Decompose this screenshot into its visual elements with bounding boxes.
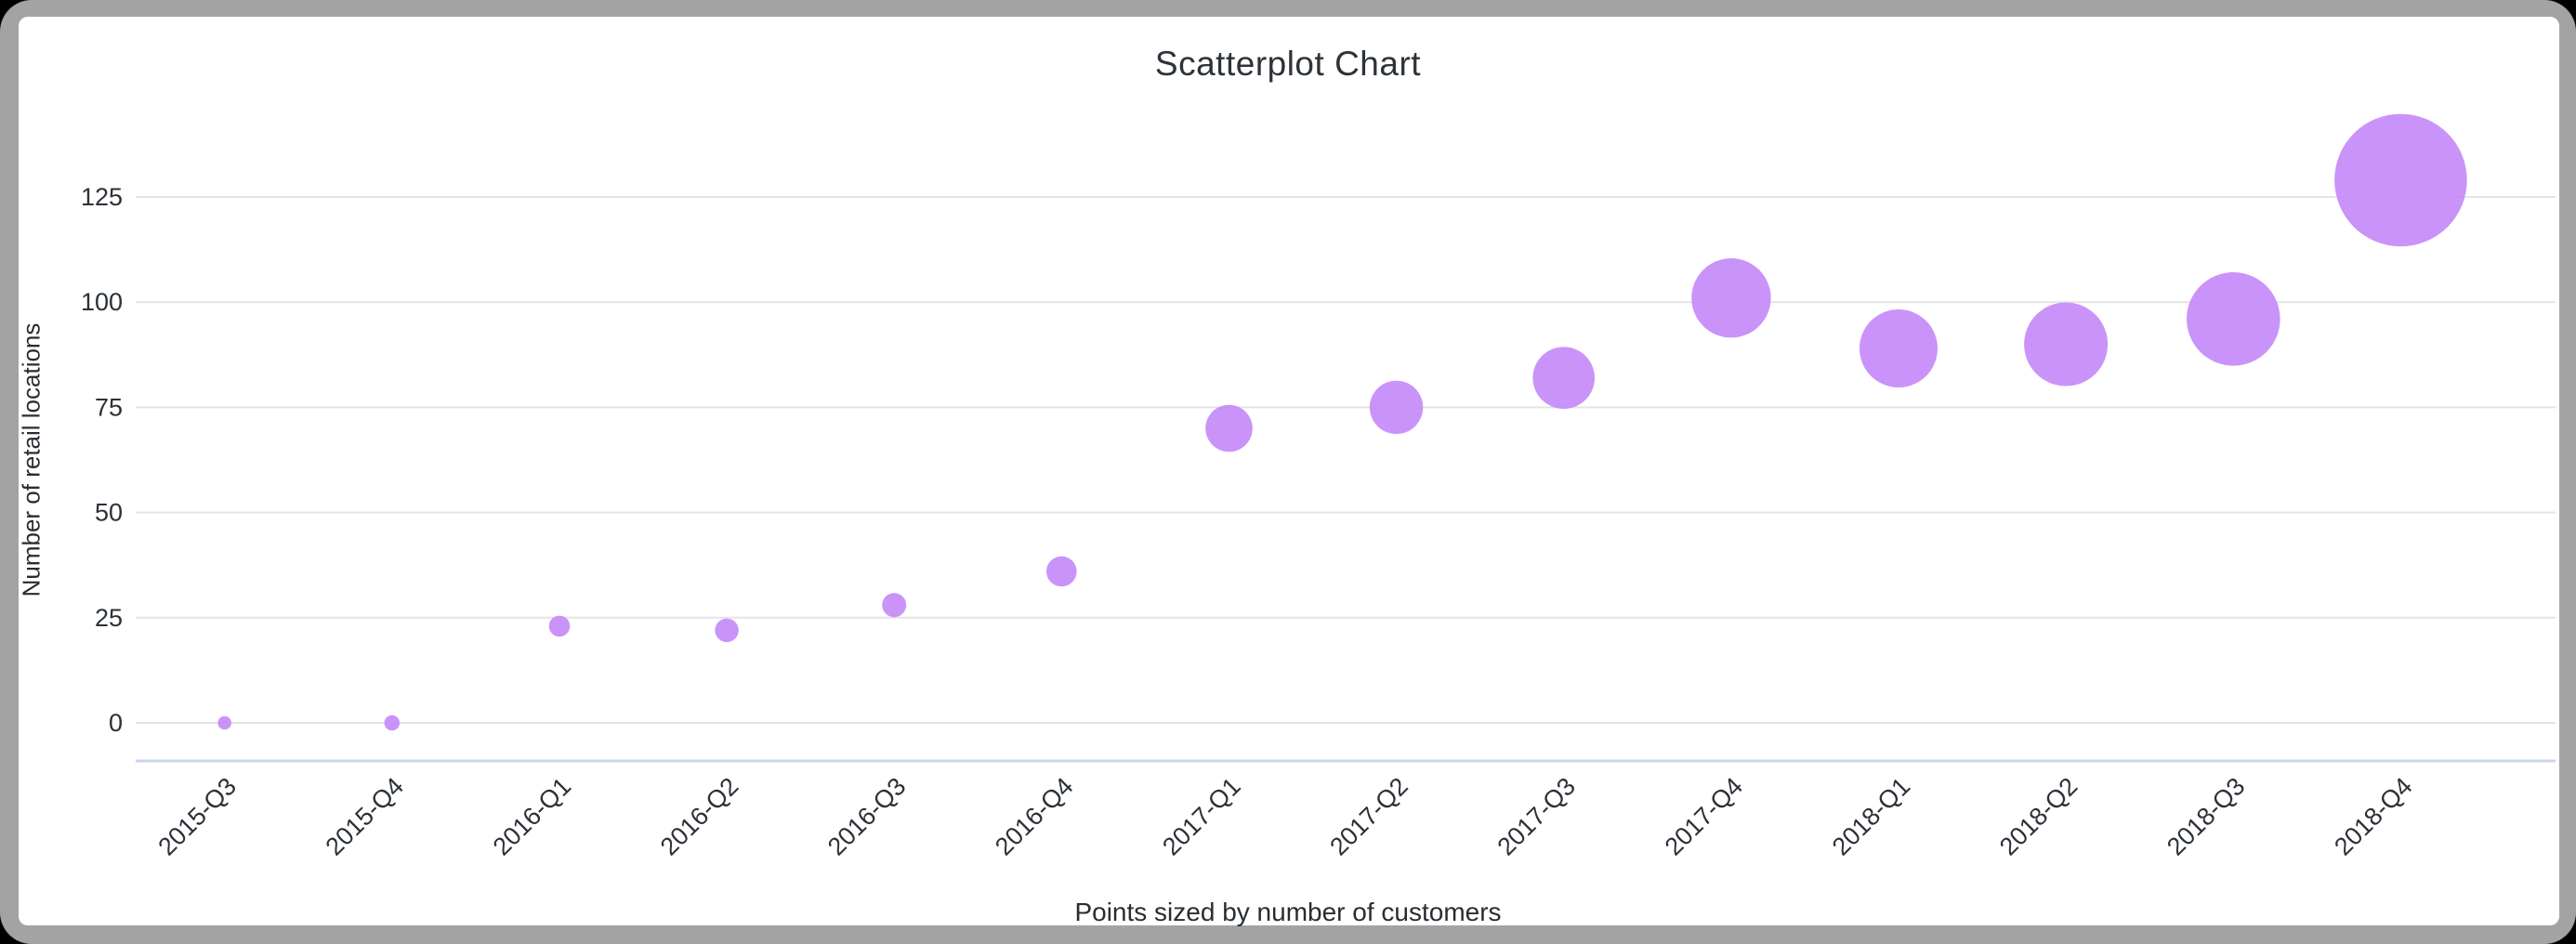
scatter-point[interactable] xyxy=(715,618,739,643)
chart-title: Scatterplot Chart xyxy=(1154,45,1422,83)
x-tick-label: 2015-Q4 xyxy=(321,772,410,861)
x-tick-label: 2017-Q3 xyxy=(1492,772,1581,861)
x-tick-label: 2016-Q2 xyxy=(655,772,744,861)
x-tick-label: 2017-Q4 xyxy=(1660,772,1749,861)
scatter-point[interactable] xyxy=(1532,347,1595,410)
x-tick-label: 2018-Q4 xyxy=(2329,772,2418,861)
scatter-point[interactable] xyxy=(1205,404,1253,452)
y-tick-label: 125 xyxy=(81,183,123,211)
x-tick-label: 2018-Q1 xyxy=(1827,772,1916,861)
y-tick-label: 25 xyxy=(95,604,123,632)
scatter-point[interactable] xyxy=(384,715,401,731)
x-tick-label: 2016-Q1 xyxy=(488,772,577,861)
x-tick-label: 2015-Q3 xyxy=(152,772,242,861)
x-axis-note: Points sized by number of customers xyxy=(1074,898,1502,926)
scatter-point[interactable] xyxy=(1691,258,1771,338)
scatter-point[interactable] xyxy=(882,593,907,618)
scatter-point[interactable] xyxy=(2187,272,2280,366)
x-tick-label: 2017-Q1 xyxy=(1157,772,1246,861)
x-tick-label: 2016-Q3 xyxy=(822,772,912,861)
x-tick-label: 2018-Q3 xyxy=(2162,772,2251,861)
chart-card xyxy=(19,17,2559,925)
scatter-point[interactable] xyxy=(2334,113,2467,247)
x-tick-label: 2018-Q2 xyxy=(1994,772,2083,861)
scatter-point[interactable] xyxy=(1369,380,1424,435)
scatter-point[interactable] xyxy=(1860,309,1938,387)
scatter-point[interactable] xyxy=(2024,302,2109,387)
y-tick-label: 0 xyxy=(109,709,123,737)
x-tick-label: 2017-Q2 xyxy=(1324,772,1413,861)
scatter-point[interactable] xyxy=(217,715,231,730)
y-tick-label: 75 xyxy=(95,393,123,421)
y-tick-label: 50 xyxy=(95,499,123,527)
x-tick-label: 2016-Q4 xyxy=(990,772,1079,861)
y-tick-label: 100 xyxy=(81,288,123,316)
scatter-point[interactable] xyxy=(548,615,571,637)
scatter-point[interactable] xyxy=(1046,556,1077,587)
